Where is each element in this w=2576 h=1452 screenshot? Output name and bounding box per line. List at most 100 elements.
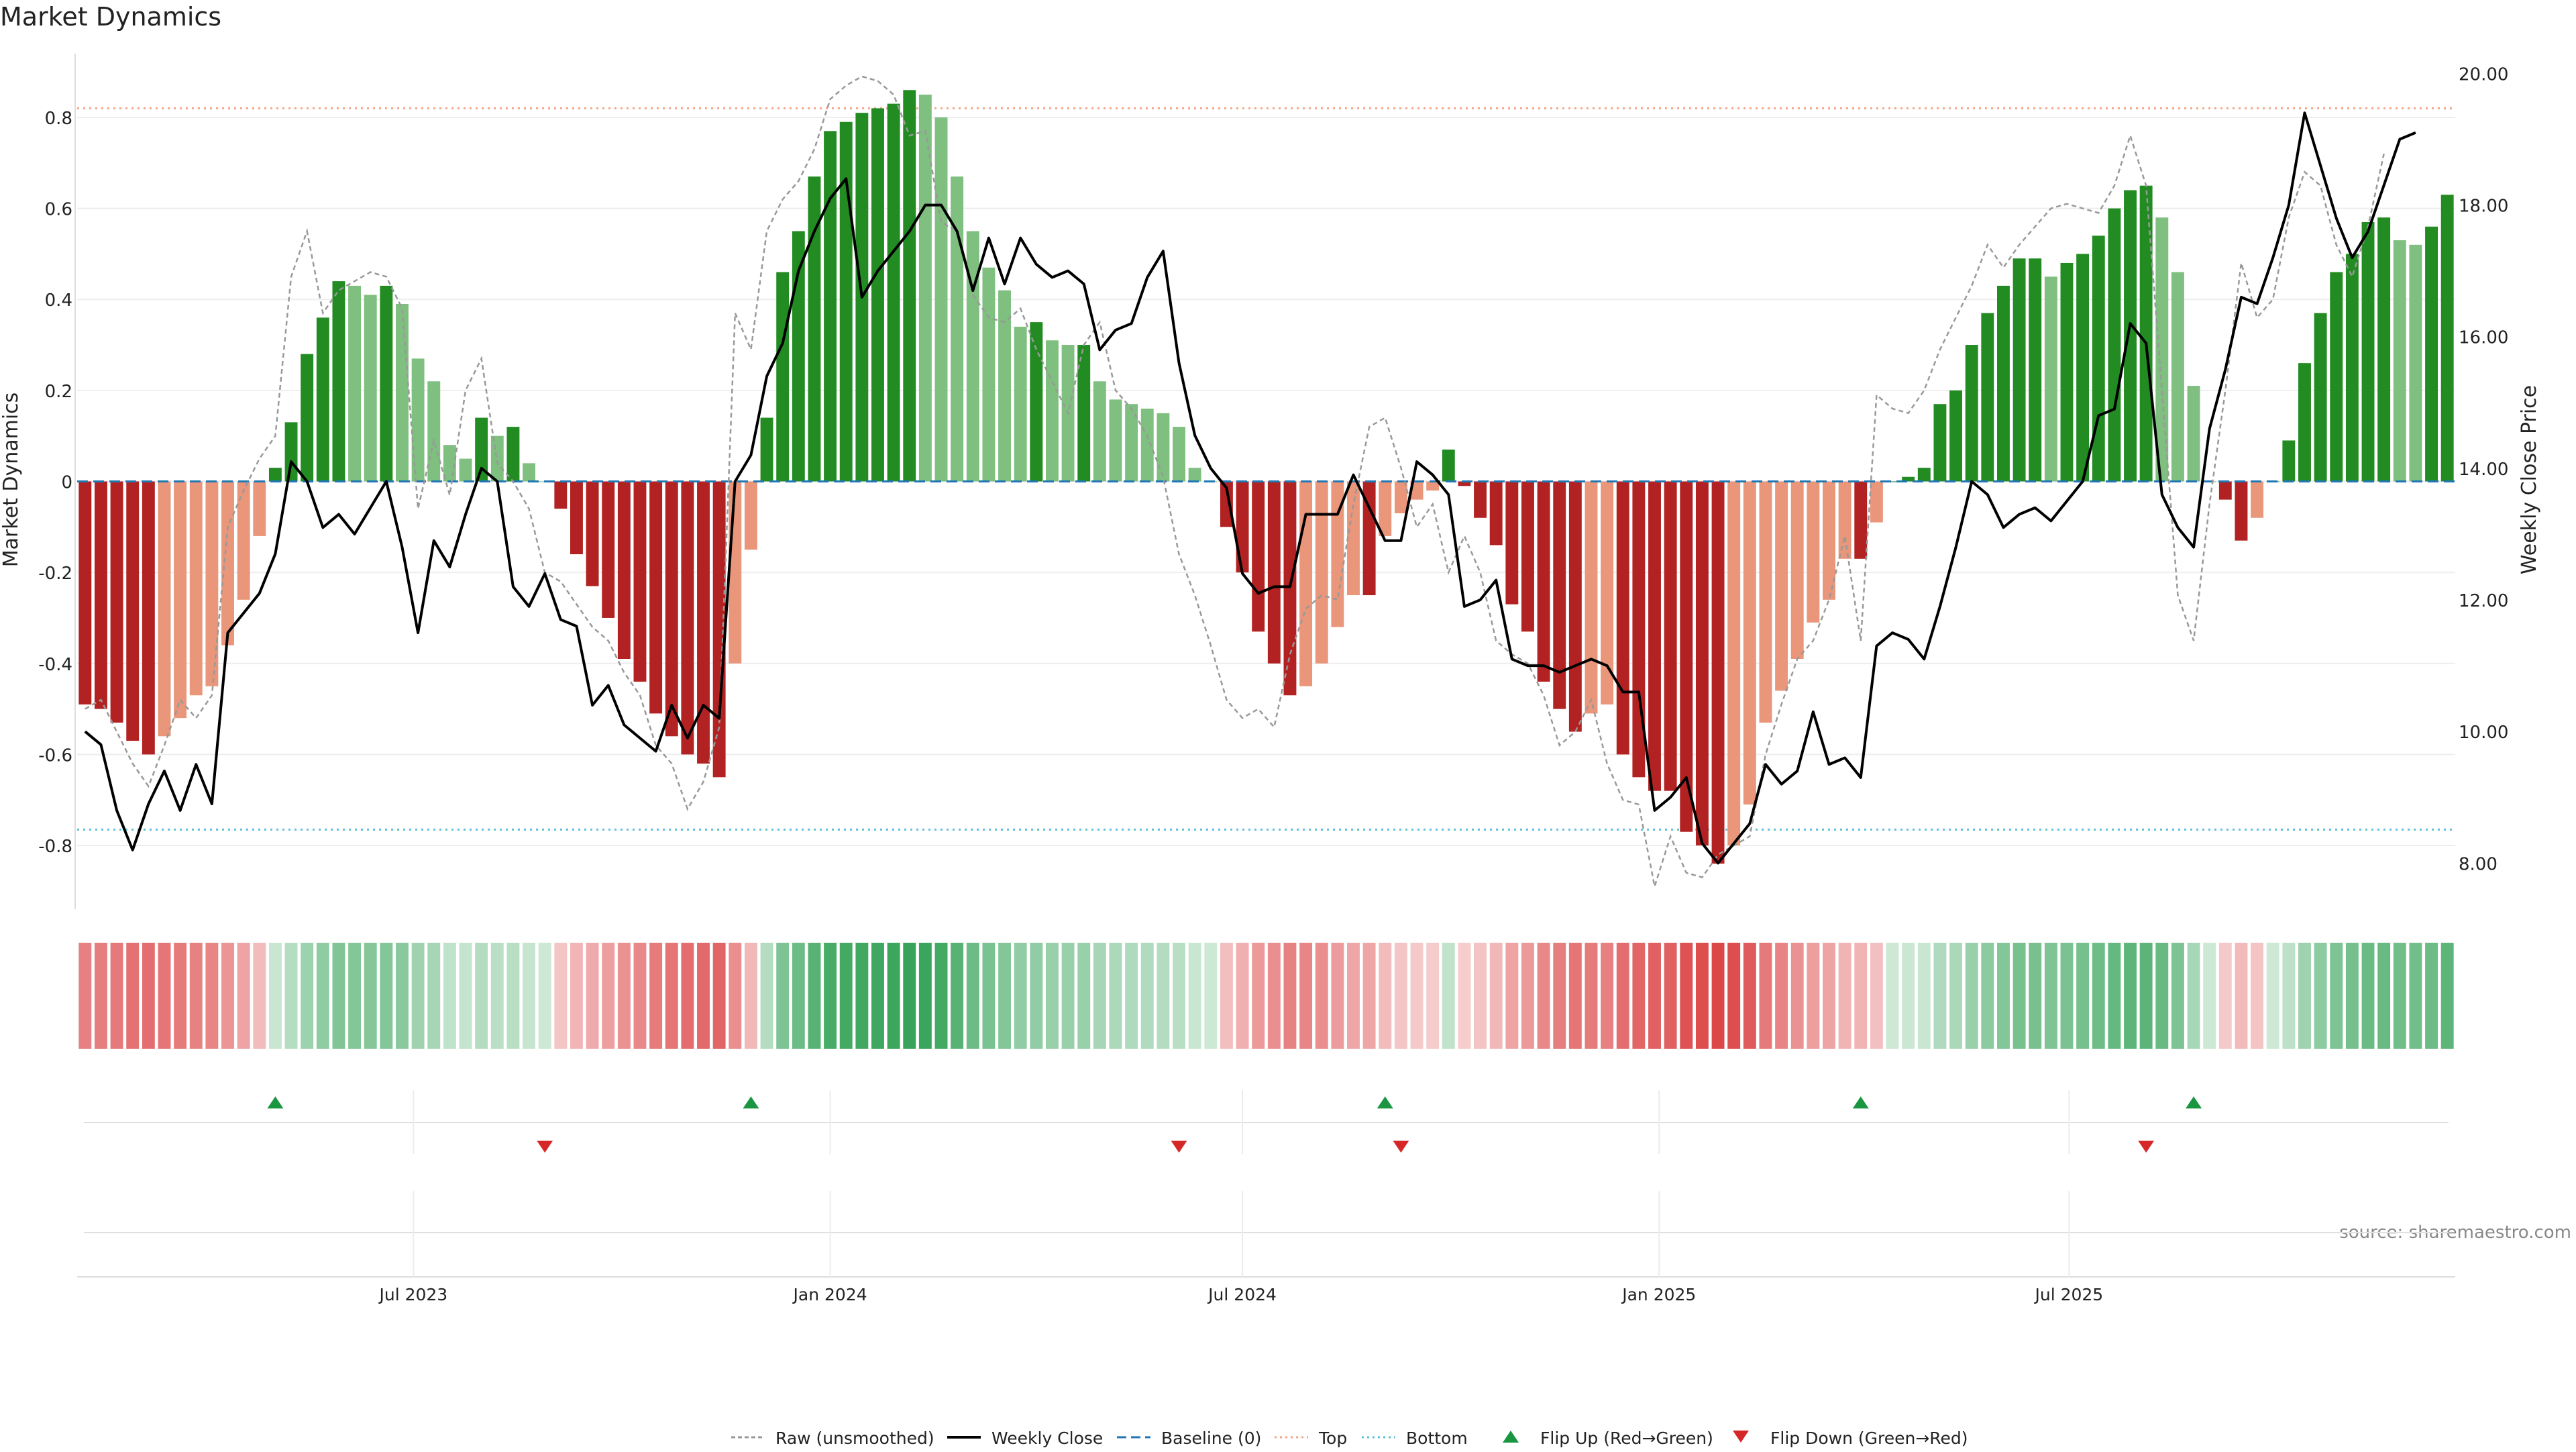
legend-label: Bottom <box>1406 1429 1468 1448</box>
market-dynamics-bar <box>380 285 393 482</box>
heat-strip-cell <box>2171 943 2184 1049</box>
heat-strip-cell <box>1173 943 1185 1049</box>
heat-strip-cell <box>94 943 107 1049</box>
flip-down-marker <box>1393 1141 1409 1153</box>
heat-strip-cell <box>1045 943 1059 1049</box>
market-dynamics-bar <box>2377 217 2391 482</box>
heat-strip-cell <box>2060 943 2074 1049</box>
heat-strip-cell <box>586 943 599 1049</box>
market-dynamics-bar <box>2012 258 2026 482</box>
heat-strip-cell <box>1299 943 1313 1049</box>
market-dynamics-bar <box>1727 481 1741 846</box>
market-dynamics-bar <box>966 231 979 482</box>
heat-strip-cell <box>1616 943 1629 1049</box>
market-dynamics-bar <box>78 481 92 705</box>
heat-strip-cell <box>1965 943 1978 1049</box>
market-dynamics-bar <box>2345 254 2359 482</box>
market-dynamics-bar <box>443 445 456 482</box>
market-dynamics-bar <box>1537 481 1550 682</box>
y2-tick-label: 8.00 <box>2459 854 2498 874</box>
heat-strip-cell <box>364 943 377 1049</box>
heat-strip-cell <box>776 943 790 1049</box>
heat-strip-cell <box>1585 943 1598 1049</box>
heat-strip-cell <box>1902 943 1915 1049</box>
heat-strip-cell <box>1917 943 1931 1049</box>
heat-strip-cell <box>380 943 393 1049</box>
legend-flip-down-icon <box>1733 1431 1749 1443</box>
market-dynamics-bar <box>776 272 790 482</box>
y-tick-label: -0.6 <box>38 745 72 766</box>
market-dynamics-bar <box>1965 345 1978 482</box>
market-dynamics-bar <box>792 231 805 482</box>
heat-strip-cell <box>1410 943 1424 1049</box>
market-dynamics-bar <box>1394 481 1407 513</box>
heat-strip-cell <box>237 943 250 1049</box>
market-dynamics-bar <box>570 481 583 555</box>
heat-strip-cell <box>253 943 266 1049</box>
heat-strip-cell <box>2298 943 2311 1049</box>
heat-strip-cell <box>427 943 441 1049</box>
heat-strip-cell <box>2139 943 2153 1049</box>
flip-down-marker <box>2138 1141 2155 1153</box>
market-dynamics-bar <box>205 481 219 686</box>
market-dynamics-bar <box>1014 326 1027 482</box>
heat-strip-cell <box>411 943 425 1049</box>
heat-strip-cell <box>78 943 92 1049</box>
heat-strip-cell <box>1743 943 1756 1049</box>
heat-strip-cell <box>1790 943 1804 1049</box>
market-dynamics-bar <box>1790 481 1804 659</box>
market-dynamics-bar <box>1236 481 1249 573</box>
market-dynamics-bar <box>1220 481 1233 527</box>
heat-strip-cell <box>2251 943 2264 1049</box>
market-dynamics-bar <box>2218 481 2232 500</box>
market-dynamics-bar <box>2425 226 2438 482</box>
heat-strip-cell <box>1727 943 1741 1049</box>
weekly-close-line <box>84 111 2416 865</box>
market-dynamics-bar <box>94 481 107 709</box>
heat-strip-cell <box>903 943 916 1049</box>
market-dynamics-bar <box>1521 481 1534 632</box>
market-dynamics-bar <box>1981 313 1994 482</box>
flip-up-marker <box>267 1096 284 1108</box>
heat-strip-cell <box>158 943 171 1049</box>
heat-strip-cell <box>1157 943 1170 1049</box>
heat-strip-cell <box>1030 943 1043 1049</box>
market-dynamics-bar <box>918 95 932 482</box>
heat-strip-cell <box>1458 943 1471 1049</box>
heat-strip-cell <box>1680 943 1693 1049</box>
heat-strip-cell <box>998 943 1012 1049</box>
heat-strip-cell <box>1315 943 1328 1049</box>
heat-strip-cell <box>2187 943 2200 1049</box>
heat-strip-cell <box>982 943 996 1049</box>
market-dynamics-bar <box>729 481 742 664</box>
heat-strip-cell <box>1886 943 1899 1049</box>
x-tick-label: Jan 2025 <box>1621 1285 1696 1304</box>
heat-strip-cell <box>824 943 837 1049</box>
heat-strip-cell <box>348 943 362 1049</box>
heat-strip-cell <box>1362 943 1376 1049</box>
heat-strip-cell <box>1553 943 1566 1049</box>
y2-tick-label: 10.00 <box>2459 723 2508 743</box>
heat-strip-cell <box>951 943 964 1049</box>
market-dynamics-bar <box>459 458 472 482</box>
market-dynamics-bar <box>237 481 250 600</box>
market-dynamics-bar <box>998 290 1012 482</box>
heat-strip-cell <box>1442 943 1455 1049</box>
heat-strip-cell <box>316 943 329 1049</box>
market-dynamics-bar <box>1347 481 1360 596</box>
heat-strip-cell <box>918 943 932 1049</box>
market-dynamics-bar <box>268 468 282 482</box>
heat-strip-cell <box>221 943 234 1049</box>
market-dynamics-bar <box>1458 481 1471 486</box>
heat-strip-cell <box>697 943 710 1049</box>
heat-strip-cell <box>855 943 869 1049</box>
y-tick-label: 0.6 <box>45 200 72 220</box>
market-dynamics-bar <box>523 463 536 482</box>
market-dynamics-bar <box>1252 481 1265 632</box>
heat-strip-cell <box>2076 943 2090 1049</box>
market-dynamics-bar <box>1093 381 1106 482</box>
market-dynamics-bar <box>2171 272 2184 482</box>
market-dynamics-bar <box>284 422 298 482</box>
market-dynamics-bar <box>2409 244 2422 482</box>
